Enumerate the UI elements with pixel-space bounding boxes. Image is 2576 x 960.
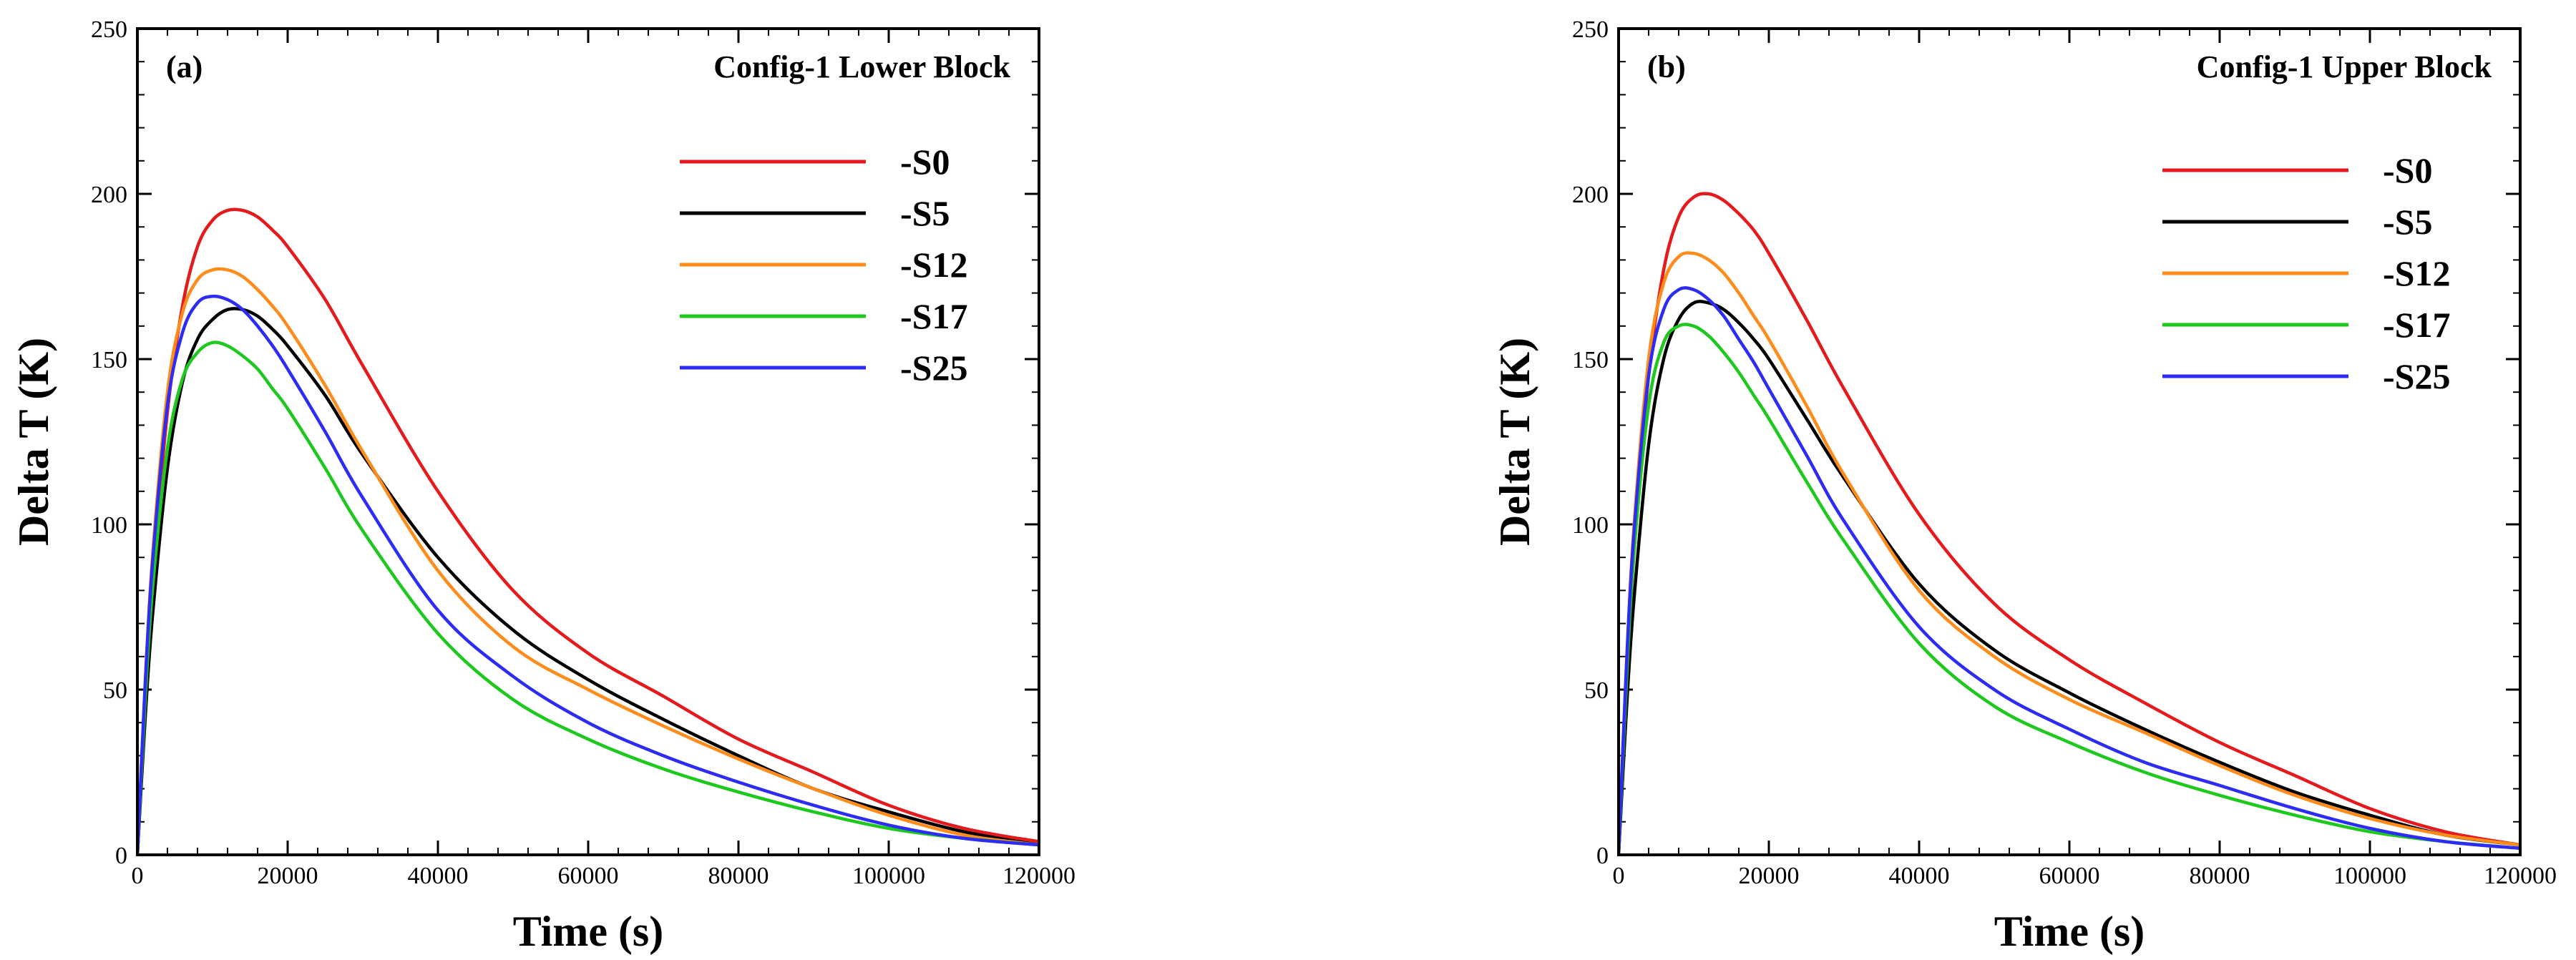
legend-label: -S17 xyxy=(2383,305,2450,345)
series-line-s17 xyxy=(1619,323,2520,855)
x-tick-label: 0 xyxy=(1613,863,1625,889)
x-tick-label: 80000 xyxy=(708,863,769,889)
legend-label: -S25 xyxy=(900,348,967,388)
legend-label: -S5 xyxy=(900,193,950,233)
panel-label: (b) xyxy=(1647,49,1686,84)
legend-label: -S0 xyxy=(2383,150,2432,190)
x-axis-title: Time (s) xyxy=(513,908,664,955)
series-line-s25 xyxy=(137,294,1039,855)
x-tick-label: 100000 xyxy=(852,863,925,889)
legend-label: -S5 xyxy=(2383,202,2432,242)
series-line-s5 xyxy=(1619,300,2520,855)
x-tick-label: 100000 xyxy=(2333,863,2406,889)
legend-label: -S25 xyxy=(2383,356,2450,396)
y-tick-label: 100 xyxy=(91,512,127,539)
y-tick-label: 0 xyxy=(115,843,127,869)
legend-label: -S12 xyxy=(2383,253,2450,293)
legend-label: -S12 xyxy=(900,245,967,285)
y-tick-label: 200 xyxy=(1572,182,1609,208)
chart-panel-a: 0 20000 40000 60000 80000 100000 120000 0 50 100 1… xyxy=(10,16,1075,955)
y-tick-label: 250 xyxy=(91,16,127,43)
series-line-s17 xyxy=(137,341,1039,855)
chart-title: Config-1 Upper Block xyxy=(2197,49,2492,84)
y-tick-label: 200 xyxy=(91,182,127,208)
y-tick-label: 100 xyxy=(1572,512,1609,539)
x-tick-label: 120000 xyxy=(1002,863,1075,889)
x-tick-label: 80000 xyxy=(2190,863,2250,889)
x-tick-label: 60000 xyxy=(558,863,619,889)
y-tick-label: 50 xyxy=(1584,677,1609,704)
y-tick-label: 250 xyxy=(1572,16,1609,43)
series-line-s25 xyxy=(1619,286,2520,855)
plot-frame xyxy=(1617,27,2522,856)
panel-label: (a) xyxy=(166,49,203,84)
x-tick-label: 120000 xyxy=(2484,863,2557,889)
x-tick-label: 60000 xyxy=(2039,863,2100,889)
x-tick-label: 0 xyxy=(132,863,144,889)
x-axis-title: Time (s) xyxy=(1994,908,2145,955)
legend-label: -S17 xyxy=(900,296,967,336)
y-axis-title: Delta T (K) xyxy=(10,338,57,546)
x-tick-label: 40000 xyxy=(1889,863,1950,889)
y-axis-title: Delta T (K) xyxy=(1491,338,1538,546)
y-tick-label: 0 xyxy=(1596,843,1609,869)
x-tick-label: 40000 xyxy=(408,863,469,889)
x-tick-label: 20000 xyxy=(1739,863,1800,889)
chart-panel-b: 0 20000 40000 60000 80000 100000 120000 0 50 100 1… xyxy=(1491,16,2557,955)
legend-label: -S0 xyxy=(900,142,950,182)
x-tick-label: 20000 xyxy=(258,863,318,889)
y-tick-label: 50 xyxy=(103,677,127,704)
y-tick-label: 150 xyxy=(91,347,127,373)
y-tick-label: 150 xyxy=(1572,347,1609,373)
chart-title: Config-1 Lower Block xyxy=(713,49,1010,84)
plot-frame xyxy=(136,27,1040,856)
